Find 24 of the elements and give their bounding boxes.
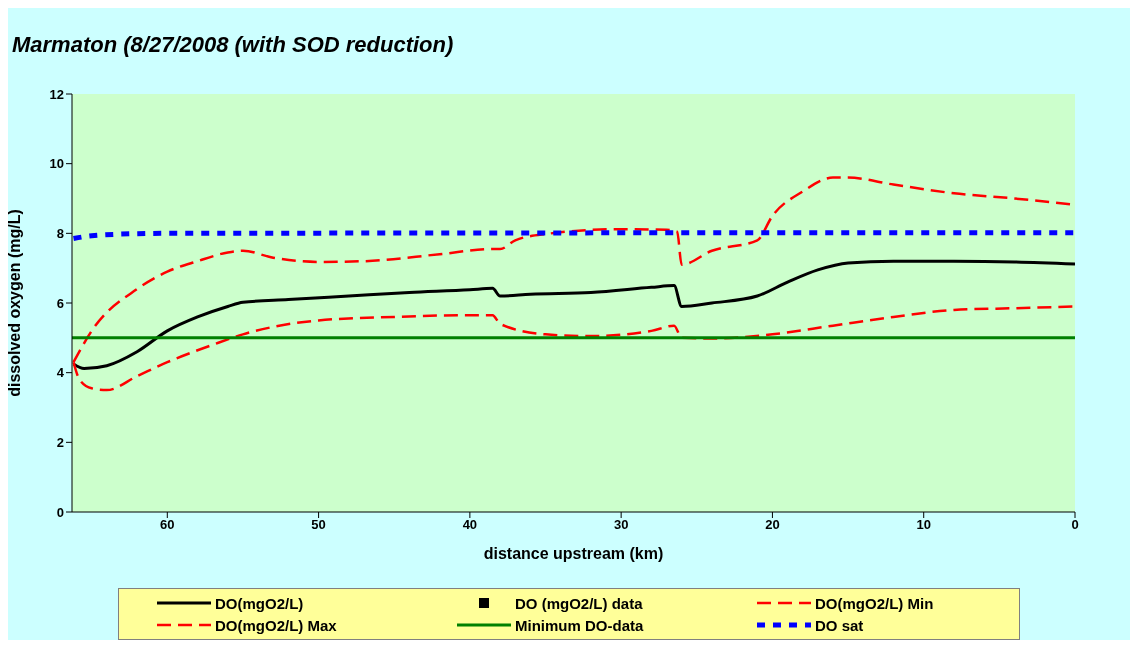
y-tick-label: 4 (56, 365, 65, 381)
y-tick-label: 6 (56, 295, 64, 311)
legend-label: Minimum DO-data (515, 616, 644, 634)
legend-label: DO sat (815, 616, 864, 634)
y-tick-label: 10 (49, 156, 64, 172)
y-tick-label: 2 (56, 434, 64, 450)
x-tick-label: 40 (462, 517, 478, 533)
y-tick-label: 8 (56, 225, 64, 241)
x-tick-label: 50 (311, 517, 326, 533)
x-tick-label: 20 (765, 517, 780, 533)
y-tick-label: 12 (49, 86, 64, 102)
x-tick-label: 10 (916, 517, 931, 533)
line-series (72, 259, 1075, 370)
x-tick-label: 30 (613, 517, 629, 533)
x-tick-label: 0 (1071, 517, 1079, 533)
legend-label: DO(mgO2/L) (215, 594, 304, 612)
legend-label: DO(mgO2/L) Min (815, 594, 934, 612)
x-tick-label: 60 (160, 517, 175, 533)
y-axis-title: dissolved oxygen (mg/L) (5, 209, 23, 397)
y-tick-label: 0 (56, 504, 64, 520)
chart-title: Marmaton (8/27/2008 (with SOD reduction) (12, 32, 454, 58)
legend-label: DO(mgO2/L) Max (215, 616, 337, 634)
x-axis-title: distance upstream (km) (483, 545, 664, 563)
legend-label: DO (mgO2/L) data (515, 594, 643, 612)
